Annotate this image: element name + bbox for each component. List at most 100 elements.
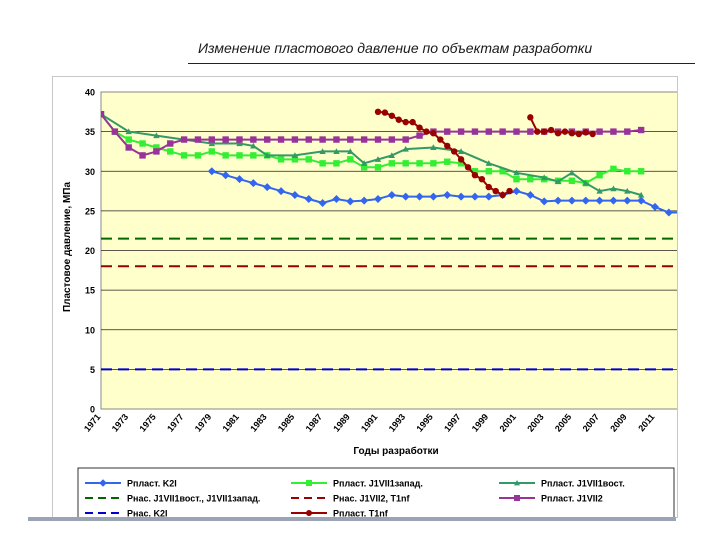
legend-label: Рпласт. T1nf [333,509,389,518]
data-point-marker [277,156,285,163]
data-point-marker [527,175,534,183]
data-point-marker [347,148,354,154]
data-point-marker [374,136,382,143]
data-point-marker [554,178,562,185]
y-tick-label: 0 [90,405,95,415]
y-tick-label: 25 [85,206,95,216]
data-point-marker [180,136,188,143]
legend-item: Рнас. J1VII2, T1nf [291,494,410,504]
legend-item: Рнас. K2I [85,509,167,519]
data-point-marker [499,191,506,199]
data-point-marker [249,179,258,188]
data-point-marker [430,160,437,167]
data-point-marker [388,136,396,143]
data-point-marker [332,194,341,203]
data-point-marker [430,144,437,151]
data-point-marker [512,187,521,196]
data-point-marker [346,197,355,206]
data-point-marker [513,169,520,176]
data-point-marker [637,168,645,175]
series-7 [374,108,513,199]
data-point-marker [290,191,299,200]
data-point-marker [415,192,424,201]
legend-box [77,467,675,521]
series-0 [207,167,687,217]
legend-label: Рнас. J1VII2, T1nf [333,494,410,504]
data-point-marker [471,172,479,179]
legend: Рпласт. K2I Рпласт. J1VII1запад. Рпласт. J… [85,479,625,519]
x-tick-label: 1993 [387,412,408,434]
data-point-marker [125,128,132,135]
legend-label: Рпласт. K2I [127,479,177,489]
data-point-marker [222,152,229,159]
data-point-marker [664,208,673,217]
data-point-marker [637,126,645,134]
y-tick-label: 10 [85,325,95,335]
data-point-marker [402,145,409,152]
data-point-marker [444,128,451,135]
data-point-marker [347,136,354,143]
data-point-marker [527,128,534,135]
data-point-marker [153,148,160,155]
x-tick-label: 2001 [497,412,518,434]
x-tick-label: 1991 [359,412,380,434]
x-tick-label: 1989 [331,412,352,434]
data-point-marker [387,191,396,200]
x-tick-label: 1987 [304,412,325,434]
data-point-marker [360,136,368,143]
x-tick-label: 1985 [276,412,297,434]
data-point-marker [610,185,617,192]
data-point-marker [457,160,465,167]
y-axis-title: Пластовое давление, МПа [62,182,73,313]
data-point-marker [263,183,272,192]
data-point-marker [444,158,451,165]
data-point-marker [319,160,326,167]
data-point-marker [568,169,576,176]
data-point-marker [526,191,535,200]
data-point-marker [125,144,132,151]
data-point-marker [624,187,631,194]
data-point-marker [485,128,492,135]
data-point-marker [423,128,430,135]
data-point-marker [430,130,437,137]
data-point-marker [554,130,562,137]
data-point-marker [437,136,444,143]
data-point-marker [360,164,368,171]
y-tick-label: 20 [85,246,95,256]
data-point-marker [492,187,499,195]
data-point-marker [637,191,645,198]
data-point-marker [333,160,340,167]
data-point-marker [306,510,312,516]
data-point-marker [319,136,326,143]
series-line [101,113,642,196]
data-point-marker [527,114,534,121]
data-point-marker [575,130,583,138]
x-tick-label: 1995 [414,412,435,434]
data-point-marker [381,109,389,116]
data-point-marker [416,160,423,167]
data-point-marker [485,160,492,166]
x-tick-label: 1983 [248,412,269,434]
data-point-marker [304,194,313,203]
data-point-marker [581,196,590,205]
data-point-marker [250,152,257,159]
legend-label: Рпласт. J1VII1вост. [541,479,625,489]
data-point-marker [208,148,215,155]
data-point-marker [624,168,631,175]
x-tick-label: 2009 [608,412,629,434]
data-point-marker [360,196,369,205]
data-point-marker [306,480,312,486]
data-point-marker [443,191,452,200]
data-point-marker [374,108,382,116]
data-point-marker [567,196,576,205]
data-point-marker [582,129,589,136]
data-point-marker [429,192,438,201]
x-tick-label: 2011 [636,412,656,433]
x-tick-label: 2005 [553,412,574,434]
data-point-marker [554,196,563,205]
data-point-marker [347,156,354,163]
data-point-marker [125,136,132,143]
data-point-marker [153,144,160,151]
series-8 [527,114,596,138]
data-point-marker [333,136,340,143]
